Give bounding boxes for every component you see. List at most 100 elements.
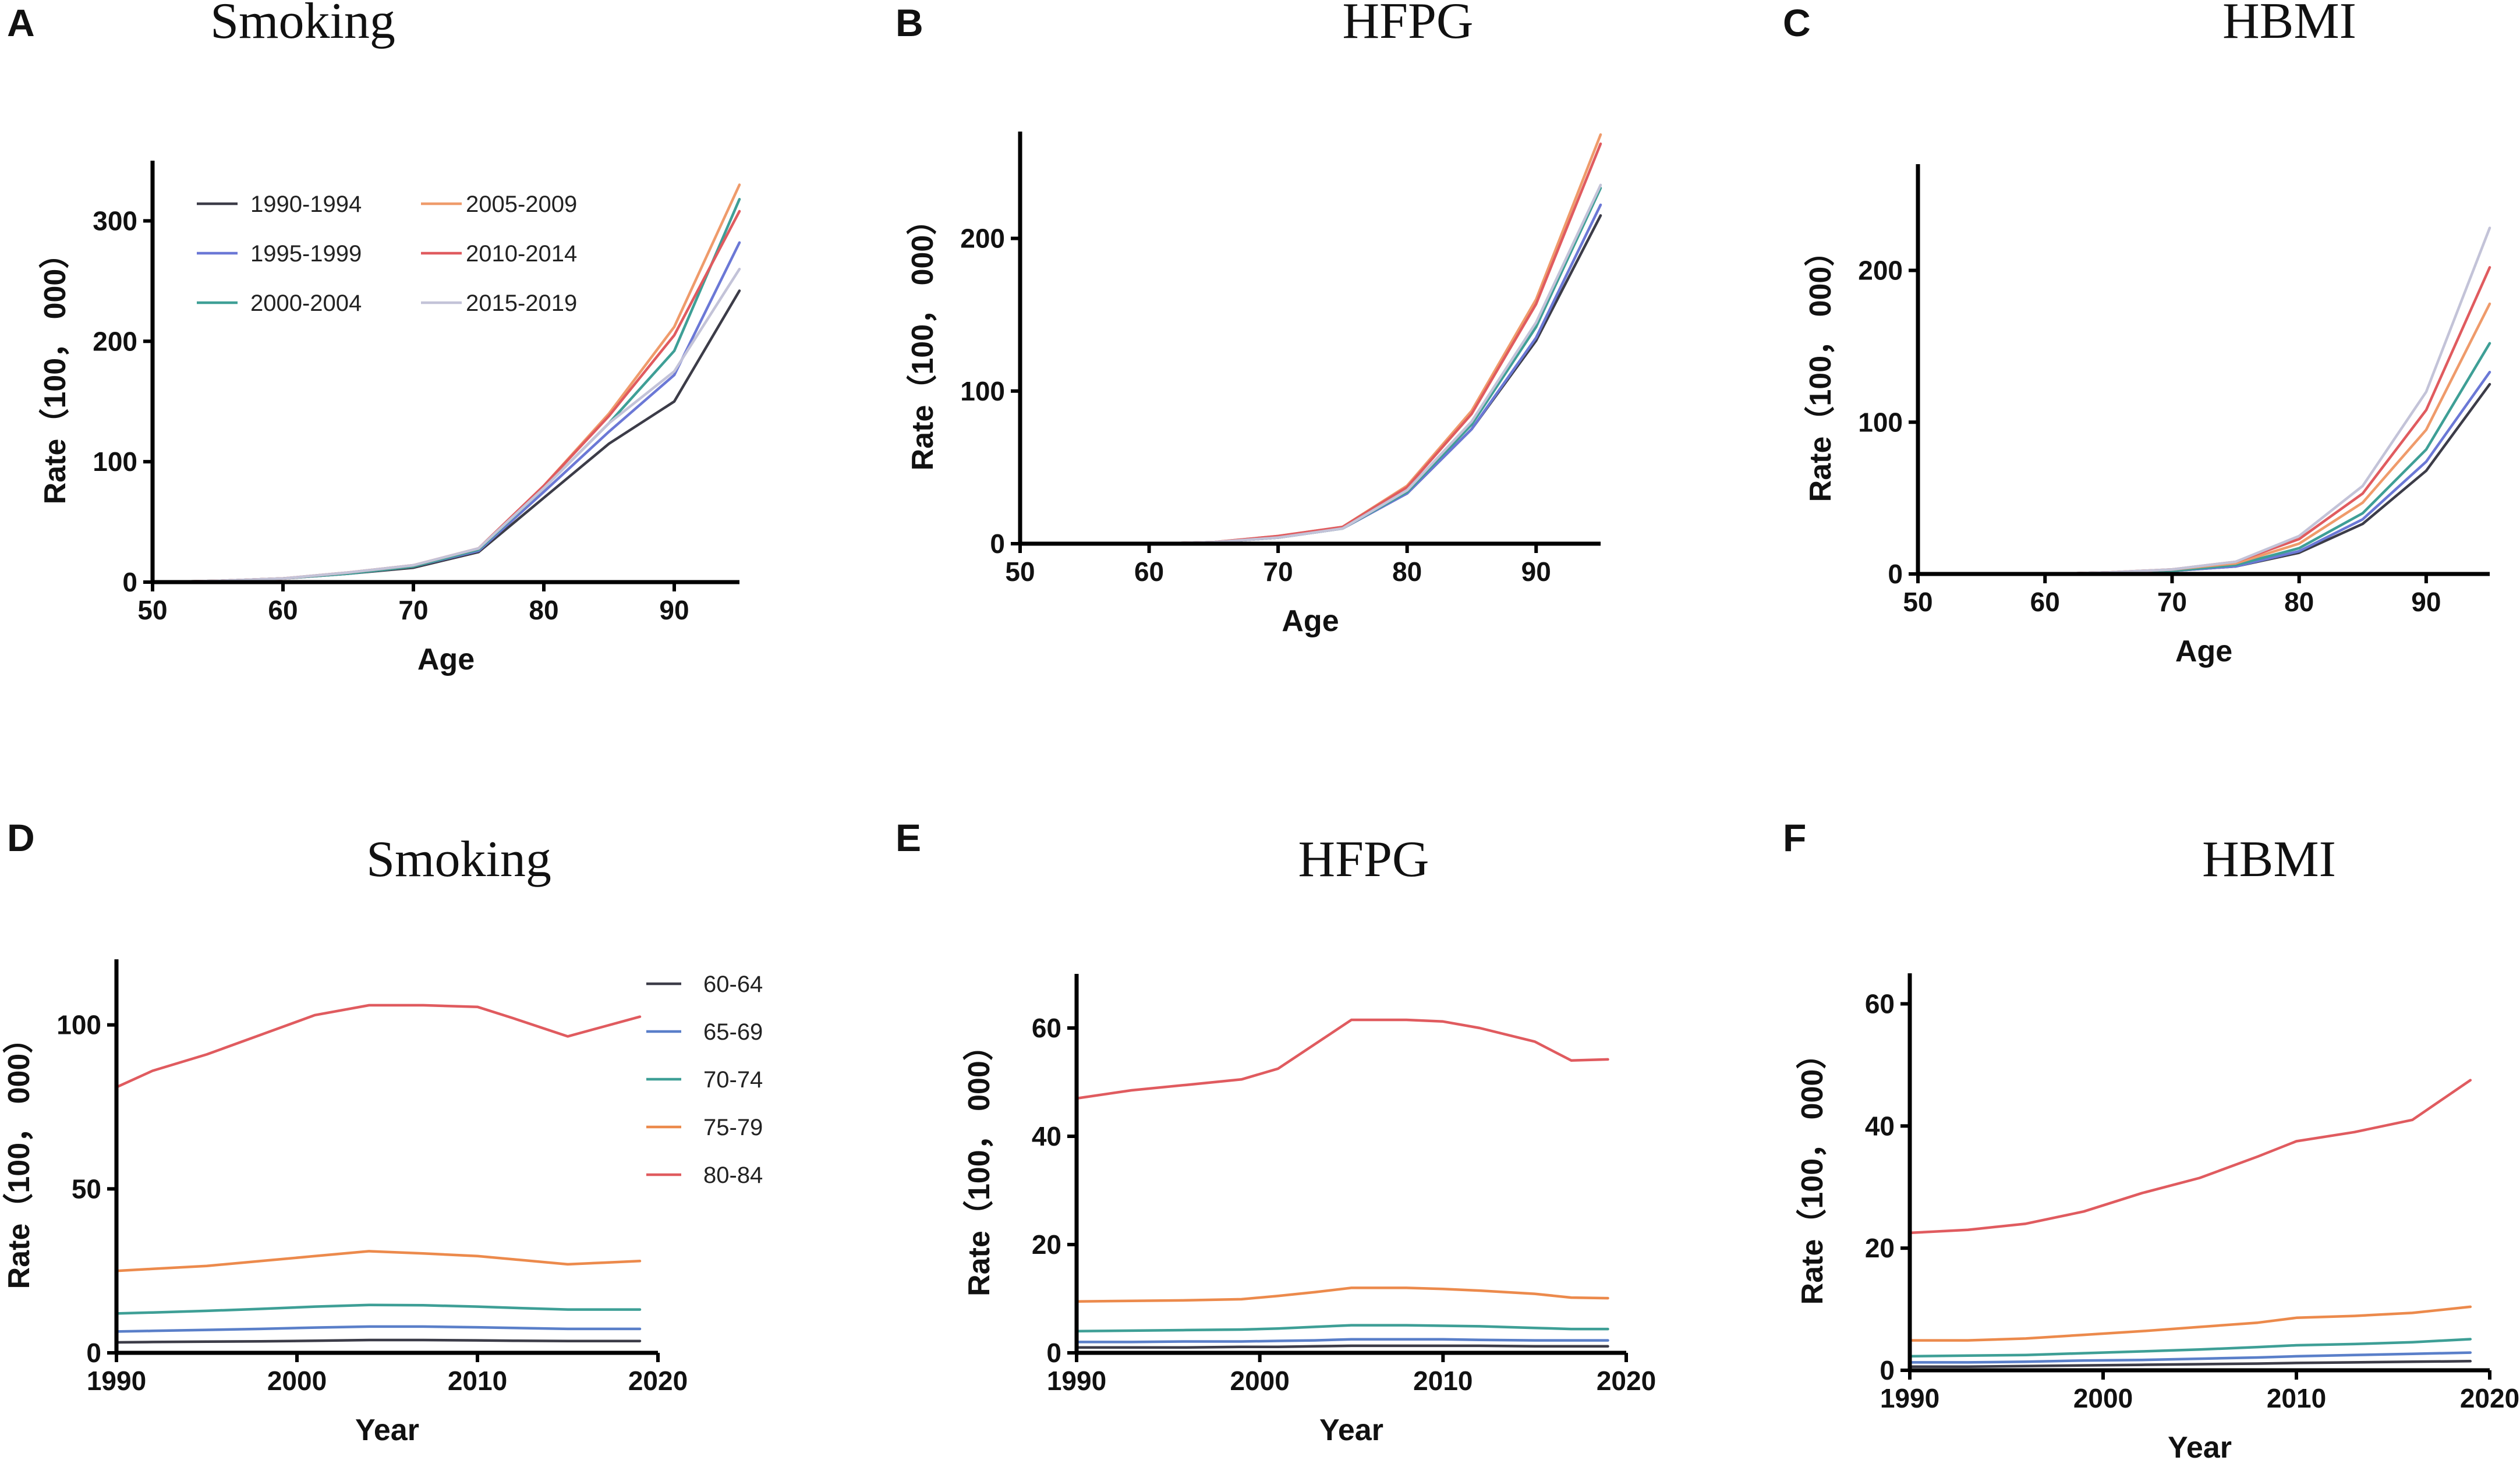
y-axis-label: Rate（100， 000） [2, 1023, 36, 1289]
legend-panel-a: 1990-1994 1995-1999 2000-2004 2005-2009 2010… [197, 192, 577, 316]
y-tick-label: 60 [1865, 988, 1895, 1019]
x-tick-label: 2000 [2073, 1383, 2133, 1413]
x-tick-label: 50 [137, 595, 167, 625]
chart-panel-d: D Smoking 1990 2000 2010 2020 0 50 100 Year Rate（1… [2, 816, 688, 1447]
series-line-75-79 [115, 1250, 642, 1272]
x-axis-label: Year [355, 1413, 419, 1447]
x-tick-label: 80 [1392, 557, 1422, 587]
x-tick-label: 70 [1263, 557, 1293, 587]
chart-panel-e: E HFPG 1990 2000 2010 2020 0 20 40 60 Year Rate（100… [896, 816, 1656, 1447]
chart-panel-f: F HBMI 1990 2000 2010 2020 0 20 40 60 Year Rate（100… [1783, 816, 2519, 1465]
y-tick-label: 100 [1858, 407, 1903, 437]
y-tick-label: 0 [86, 1338, 101, 1368]
panel-letter: C [1783, 1, 1811, 44]
series-line-65-69 [1908, 1351, 2472, 1364]
x-tick-label: 2010 [1413, 1366, 1473, 1396]
x-tick-label: 60 [268, 595, 298, 625]
x-tick-label: 1990 [1880, 1383, 1939, 1413]
x-tick-label: 60 [1134, 557, 1164, 587]
legend-label: 80-84 [703, 1162, 763, 1188]
series-line-65-69 [115, 1325, 642, 1333]
y-tick-label: 100 [93, 446, 137, 477]
series-line-60-64 [1908, 1360, 2472, 1368]
y-tick-label: 50 [72, 1174, 101, 1204]
y-axis-label: Rate（100， 000） [1796, 1039, 1829, 1305]
chart-title: HBMI [2202, 831, 2336, 888]
x-tick-label: 2020 [2460, 1383, 2519, 1413]
series-line-2015-2019 [1916, 226, 2491, 576]
x-tick-label: 50 [1903, 587, 1933, 617]
chart-title: HFPG [1298, 831, 1429, 888]
y-tick-label: 0 [122, 567, 137, 597]
legend-panel-d: 60-64 65-69 70-74 75-79 80-84 [646, 972, 763, 1188]
legend-label: 2015-2019 [466, 290, 577, 316]
x-tick-label: 1990 [1047, 1366, 1106, 1396]
panel-letter: F [1783, 816, 1806, 859]
series-line-80-84 [115, 1004, 642, 1089]
panel-letter: D [7, 816, 35, 859]
x-tick-label: 80 [529, 595, 558, 625]
chart-panel-a: A Smoking 50 60 70 80 90 0 100 200 300 Age Rate（100，… [7, 0, 741, 676]
series-line-2000-2004 [1916, 342, 2491, 576]
y-tick-label: 60 [1032, 1013, 1061, 1043]
y-tick-label: 100 [56, 1010, 101, 1040]
legend-label: 1990-1994 [250, 192, 362, 217]
x-tick-label: 60 [2030, 587, 2060, 617]
series-line-2005-2009 [1018, 133, 1602, 545]
series-line-2010-2014 [151, 210, 741, 584]
legend-label: 65-69 [703, 1019, 763, 1045]
series-line-2000-2004 [1018, 186, 1602, 545]
y-tick-label: 20 [1032, 1229, 1061, 1260]
series-line-1990-1994 [1018, 214, 1602, 545]
series-line-70-74 [1908, 1338, 2472, 1358]
y-tick-label: 100 [960, 376, 1005, 406]
series-line-75-79 [1075, 1286, 1609, 1303]
legend-label: 60-64 [703, 972, 763, 997]
x-tick-label: 90 [2411, 587, 2441, 617]
series-line-2015-2019 [151, 267, 741, 584]
x-tick-label: 2020 [628, 1366, 688, 1396]
x-tick-label: 2020 [1597, 1366, 1656, 1396]
x-tick-label: 2010 [2267, 1383, 2326, 1413]
x-tick-label: 50 [1005, 557, 1035, 587]
x-tick-label: 2010 [448, 1366, 507, 1396]
chart-title: HFPG [1343, 0, 1474, 49]
x-axis-label: Year [1319, 1413, 1383, 1447]
panel-letter: E [896, 816, 921, 859]
y-tick-label: 40 [1865, 1111, 1895, 1141]
legend-label: 2010-2014 [466, 241, 577, 267]
x-tick-label: 2000 [1230, 1366, 1289, 1396]
series-line-65-69 [1075, 1338, 1609, 1344]
x-tick-label: 90 [659, 595, 689, 625]
series-line-2010-2014 [1916, 266, 2491, 576]
y-axis-label: Rate（100， 000） [906, 205, 940, 471]
legend-label: 75-79 [703, 1115, 763, 1140]
x-axis-label: Age [417, 643, 475, 676]
chart-title: Smoking [210, 0, 395, 49]
series-line-60-64 [115, 1338, 642, 1344]
y-tick-label: 300 [93, 205, 137, 236]
y-tick-label: 0 [1880, 1355, 1895, 1385]
x-axis-label: Year [2168, 1431, 2232, 1465]
legend-label: 70-74 [703, 1067, 763, 1093]
chart-title: Smoking [366, 831, 551, 888]
series-line-80-84 [1908, 1079, 2472, 1235]
legend-label: 2000-2004 [250, 290, 362, 316]
y-tick-label: 0 [990, 529, 1005, 559]
x-tick-label: 70 [398, 595, 428, 625]
series-line-70-74 [1075, 1324, 1609, 1333]
series-line-2005-2009 [151, 183, 741, 584]
x-tick-label: 1990 [87, 1366, 146, 1396]
y-axis-label: Rate（100， 000） [38, 239, 72, 505]
series-line-70-74 [115, 1303, 642, 1315]
series-line-1990-1994 [1916, 382, 2491, 576]
y-axis-label: Rate（100， 000） [962, 1030, 996, 1296]
series-line-60-64 [1075, 1344, 1609, 1349]
x-tick-label: 2000 [267, 1366, 327, 1396]
series-line-75-79 [1908, 1305, 2472, 1342]
panel-letter: B [896, 1, 923, 44]
series-line-80-84 [1075, 1018, 1609, 1100]
x-axis-label: Age [1282, 604, 1339, 638]
y-tick-label: 0 [1888, 559, 1903, 589]
